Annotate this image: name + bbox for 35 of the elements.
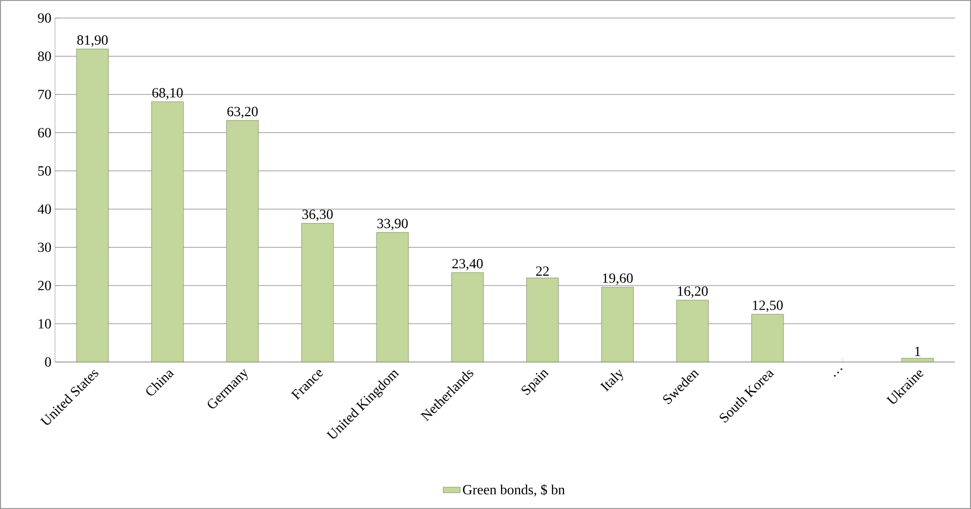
y-tick-label: 80 — [38, 51, 51, 61]
y-tick-label: 90 — [38, 13, 51, 23]
y-tick-label: 60 — [38, 128, 51, 138]
x-tick-label: Italy — [600, 369, 624, 392]
bar — [601, 286, 634, 362]
data-label: 68,10 — [152, 88, 183, 100]
y-tick-label: 30 — [38, 242, 51, 252]
data-label: 63,20 — [227, 106, 258, 118]
data-label: 12,50 — [752, 300, 783, 312]
data-label: 33,90 — [377, 218, 408, 230]
bar — [76, 48, 109, 362]
bar — [151, 102, 184, 362]
bar — [751, 314, 784, 362]
data-label: 22 — [536, 266, 549, 276]
bar — [901, 358, 934, 362]
bar — [226, 120, 259, 362]
y-tick-label: 70 — [38, 90, 51, 100]
data-label: 23,40 — [452, 258, 483, 270]
y-tick-label: 20 — [38, 280, 51, 290]
y-tick-label: 10 — [38, 319, 51, 329]
bar — [526, 278, 559, 362]
data-label: 36,30 — [302, 210, 333, 222]
y-tick-label: 40 — [38, 204, 51, 214]
bar — [301, 223, 334, 362]
bar — [676, 300, 709, 362]
data-label: 81,90 — [77, 35, 108, 47]
x-tick-label: … — [834, 368, 842, 377]
data-label: 1 — [915, 346, 920, 356]
bar — [376, 232, 409, 362]
legend-label: Green bonds, $ bn — [462, 484, 565, 496]
bar — [451, 272, 484, 362]
data-label: 16,20 — [678, 286, 708, 298]
data-label: 19,60 — [602, 273, 633, 285]
y-tick-label: 0 — [45, 357, 51, 367]
y-tick-label: 50 — [38, 166, 51, 176]
